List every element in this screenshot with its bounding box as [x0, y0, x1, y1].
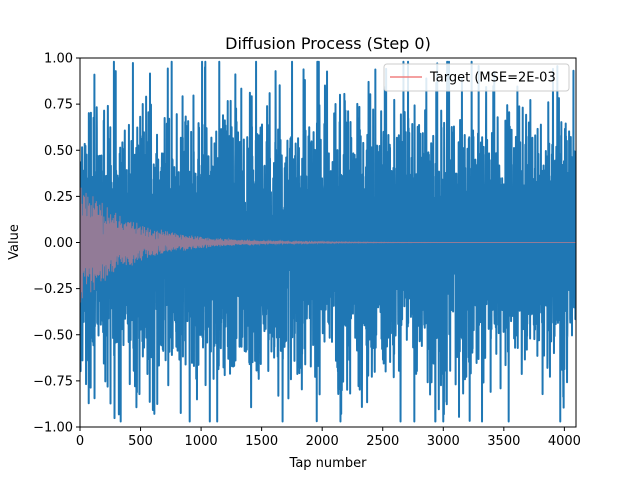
y-tick-label: 0.75: [44, 98, 73, 113]
axis-ticks: 0 500 1000 1500 2000 2500 3000 3500 4000 −1.00 −0.…: [33, 52, 581, 450]
y-axis-label: Value: [7, 224, 22, 260]
y-tick-label: 0.50: [44, 144, 73, 159]
x-tick-label: 1000: [185, 434, 218, 449]
axes-frame: [79, 57, 577, 428]
y-tick-label: 0.00: [44, 236, 73, 251]
plot-area: [80, 60, 576, 423]
y-tick-label: 0.25: [44, 190, 73, 205]
y-tick-label: 1.00: [44, 52, 73, 67]
x-tick-label: 2500: [366, 434, 399, 449]
legend: Target (MSE=2E-03: [383, 63, 570, 92]
y-tick-label: −1.00: [33, 421, 73, 436]
x-tick-label: 3000: [427, 434, 460, 449]
x-tick-label: 500: [128, 434, 153, 449]
y-tick-label: −0.25: [33, 282, 73, 297]
x-tick-label: 3500: [487, 434, 520, 449]
series-line-target: [80, 187, 576, 303]
legend-box: [383, 63, 570, 92]
y-tick-label: −0.75: [33, 374, 73, 389]
x-tick-label: 0: [76, 434, 84, 449]
legend-label-target: Target (MSE=2E-03: [429, 71, 556, 86]
x-axis-label: Tap number: [289, 456, 368, 471]
x-tick-label: 1500: [245, 434, 278, 449]
x-tick-label: 4000: [548, 434, 581, 449]
y-tick-label: −0.50: [33, 328, 73, 343]
chart-title: Diffusion Process (Step 0): [225, 34, 431, 53]
x-tick-label: 2000: [306, 434, 339, 449]
